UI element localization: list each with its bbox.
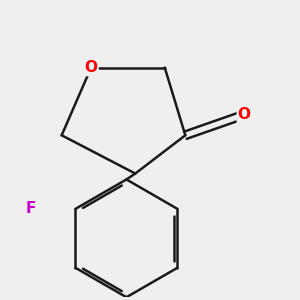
Text: O: O — [85, 60, 98, 75]
Text: F: F — [26, 201, 37, 216]
Text: O: O — [238, 107, 251, 122]
